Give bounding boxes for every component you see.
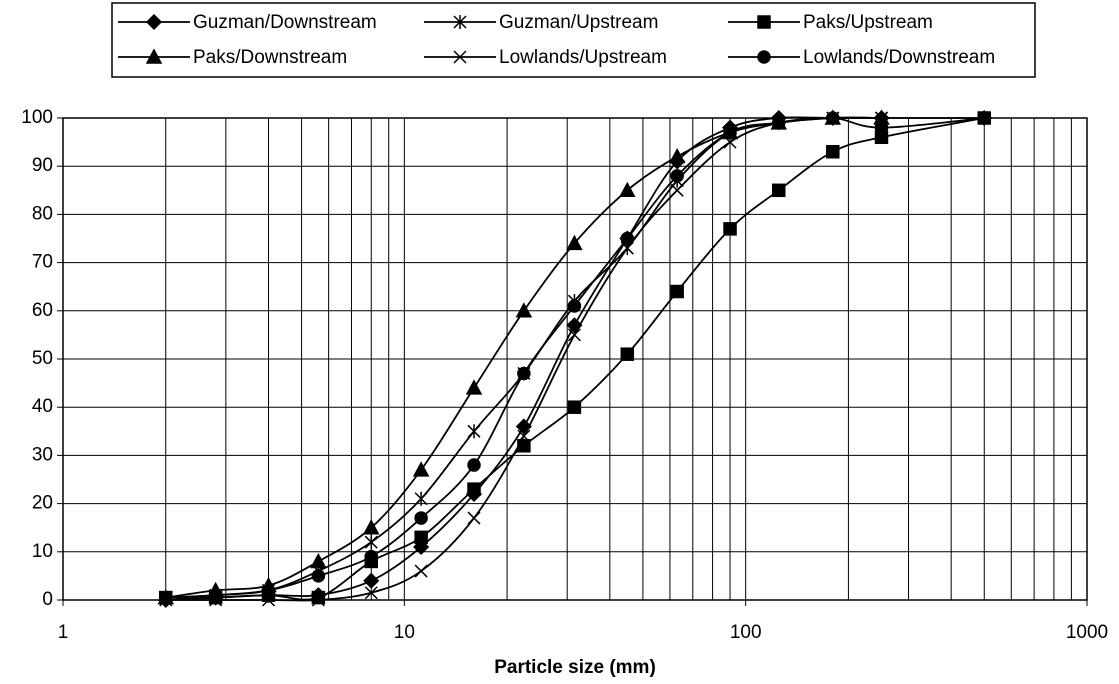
marker xyxy=(364,549,379,564)
marker xyxy=(723,125,737,140)
x-axis-label: Particle size (mm) xyxy=(494,657,656,678)
marker xyxy=(363,572,380,589)
marker xyxy=(364,586,378,600)
marker xyxy=(826,111,840,125)
marker xyxy=(567,299,582,313)
legend-label: Guzman/Upstream xyxy=(499,12,658,33)
marker xyxy=(453,50,467,64)
marker xyxy=(670,284,684,299)
marker xyxy=(310,552,327,569)
legend-label: Paks/Downstream xyxy=(193,47,347,68)
marker xyxy=(145,48,163,64)
marker xyxy=(670,169,684,183)
marker xyxy=(723,135,737,149)
y-tick-label: 90 xyxy=(32,155,53,176)
series-line xyxy=(165,116,882,602)
marker xyxy=(414,491,428,506)
legend-box xyxy=(111,2,1036,78)
marker xyxy=(412,461,430,477)
legend-label: Lowlands/Downstream xyxy=(803,47,995,68)
marker xyxy=(620,231,635,246)
legend-label: Guzman/Downstream xyxy=(193,12,377,33)
marker xyxy=(311,569,326,583)
marker xyxy=(517,439,531,453)
y-tick-label: 50 xyxy=(32,348,53,369)
marker xyxy=(453,15,467,29)
marker xyxy=(414,511,428,525)
y-tick-label: 30 xyxy=(32,444,53,465)
y-tick-label: 100 xyxy=(21,107,53,128)
y-tick-label: 70 xyxy=(32,252,53,273)
marker xyxy=(159,590,173,605)
marker xyxy=(977,111,991,125)
marker xyxy=(261,593,276,607)
marker xyxy=(567,400,582,414)
x-tick-label: 1 xyxy=(58,622,69,643)
marker xyxy=(145,13,163,31)
marker xyxy=(619,181,636,198)
marker xyxy=(467,458,481,472)
marker xyxy=(620,347,635,361)
marker xyxy=(757,50,771,64)
x-tick-label: 100 xyxy=(730,622,762,643)
marker xyxy=(414,530,428,545)
marker xyxy=(467,424,481,439)
x-tick-label: 1000 xyxy=(1066,622,1108,643)
marker xyxy=(261,583,276,598)
marker xyxy=(311,590,326,605)
y-tick-label: 40 xyxy=(32,396,53,417)
marker xyxy=(670,183,684,197)
marker xyxy=(874,111,889,125)
series-line xyxy=(165,116,985,599)
marker xyxy=(362,519,380,535)
marker xyxy=(465,379,483,395)
marker xyxy=(567,328,581,342)
x-tick-label: 10 xyxy=(394,622,415,643)
marker xyxy=(311,593,325,607)
marker xyxy=(414,564,428,578)
y-tick-label: 80 xyxy=(32,203,53,224)
marker xyxy=(515,302,533,318)
marker xyxy=(566,234,583,251)
marker xyxy=(757,15,771,29)
plot-frame xyxy=(62,117,1088,601)
y-tick-label: 10 xyxy=(32,541,53,562)
marker xyxy=(517,366,531,381)
y-tick-label: 60 xyxy=(32,300,53,321)
legend-label: Paks/Upstream xyxy=(803,12,933,33)
series-line xyxy=(165,116,985,601)
marker xyxy=(208,588,223,602)
marker xyxy=(771,116,786,130)
y-tick-label: 0 xyxy=(42,589,53,610)
series-line xyxy=(165,117,985,601)
marker xyxy=(723,222,737,236)
y-tick-label: 20 xyxy=(32,493,53,514)
marker xyxy=(364,535,378,550)
marker xyxy=(826,144,840,159)
marker xyxy=(668,147,686,164)
legend-label: Lowlands/Upstream xyxy=(499,47,667,68)
marker xyxy=(771,183,786,198)
marker xyxy=(467,482,481,496)
marker xyxy=(517,429,531,443)
marker xyxy=(874,120,889,135)
marker xyxy=(467,511,481,525)
